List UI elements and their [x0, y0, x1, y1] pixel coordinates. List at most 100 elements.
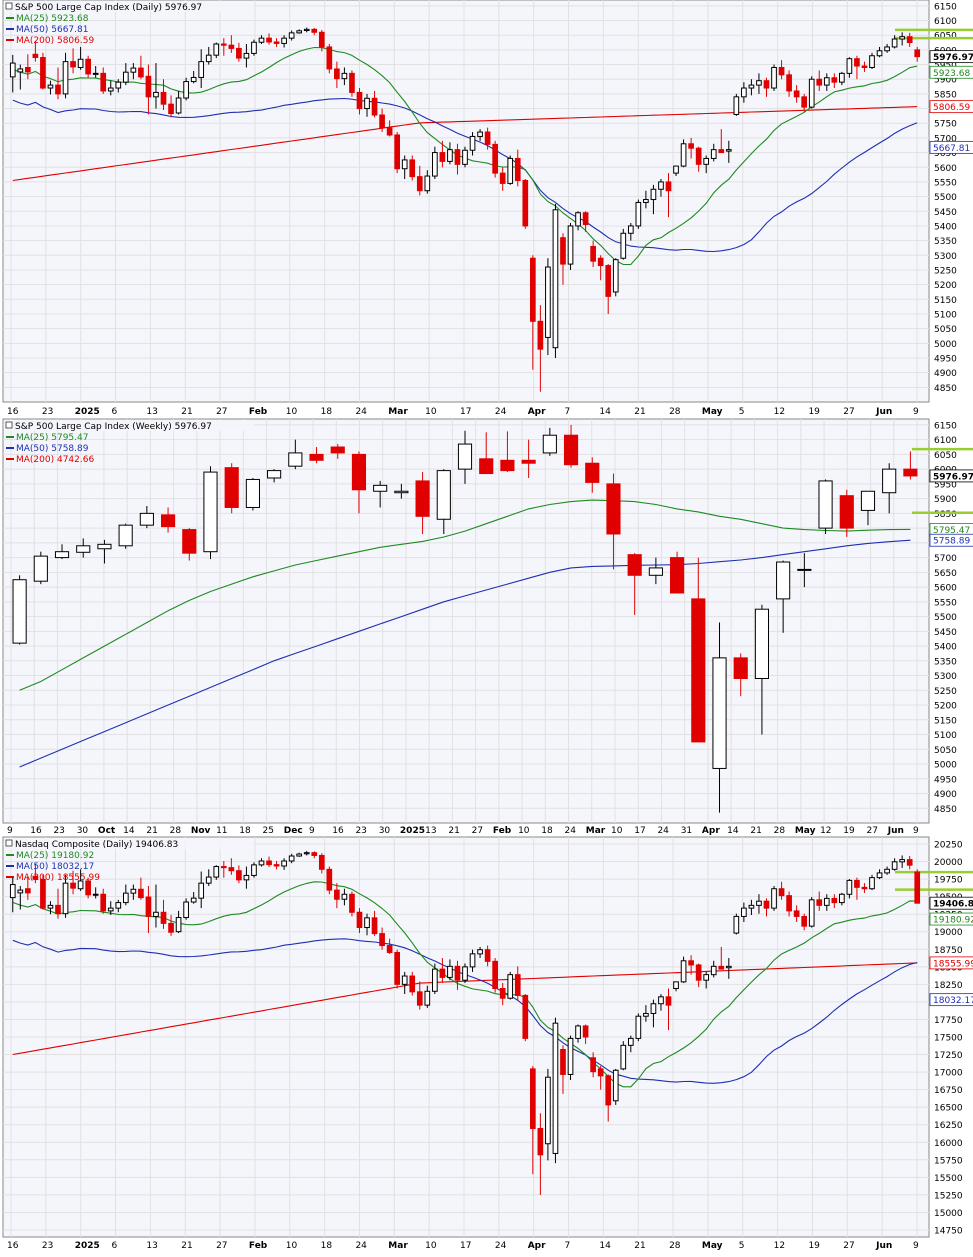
candle-body: [47, 904, 54, 909]
legend-entry: MA(200) 18555.99: [16, 873, 100, 883]
x-tick-label: May: [702, 407, 723, 417]
candle-body: [198, 882, 205, 899]
candle-body: [733, 915, 740, 934]
x-tick-label: 10: [425, 1241, 437, 1251]
legend-entry: MA(50) 5758.89: [16, 444, 89, 454]
x-tick-label: 27: [843, 1241, 854, 1251]
candle-body: [457, 443, 473, 470]
candle-body: [710, 965, 717, 976]
candle-body: [861, 65, 868, 68]
y-tick-label: 18250: [934, 981, 963, 991]
candle-body: [585, 462, 600, 483]
candle-body: [620, 1044, 627, 1070]
candle-body: [914, 871, 921, 904]
value-tag-label: 18555.99: [933, 959, 973, 969]
candle-body: [831, 897, 838, 904]
candle-body: [54, 551, 70, 559]
x-tick-label: 25: [263, 826, 274, 836]
candle-body: [273, 864, 280, 867]
x-tick-label: 28: [669, 1241, 681, 1251]
x-tick-label: 18: [541, 826, 553, 836]
x-tick-label: 12: [820, 826, 831, 836]
y-tick-label: 5850: [934, 90, 957, 100]
y-tick-label: 16000: [934, 1139, 963, 1149]
candle-body: [590, 245, 596, 262]
candle-body: [288, 452, 303, 467]
x-tick-label: 23: [53, 826, 64, 836]
candle-body: [138, 67, 144, 78]
candle-body: [839, 495, 854, 529]
candle-body: [107, 87, 114, 92]
x-tick-label: 31: [681, 826, 692, 836]
x-tick-label: 6: [112, 1241, 118, 1251]
y-tick-label: 5600: [934, 164, 957, 174]
candle-body: [695, 964, 702, 981]
candle-body: [245, 478, 260, 508]
y-tick-label: 19750: [934, 876, 963, 886]
candle-body: [394, 490, 409, 494]
candle-body: [168, 922, 174, 933]
x-tick-label: 16: [332, 826, 344, 836]
x-tick-label: Mar: [586, 826, 606, 836]
y-tick-label: 19000: [934, 928, 963, 938]
candle-body: [771, 888, 777, 909]
candle-body: [311, 28, 318, 33]
x-tick-label: 9: [913, 1241, 919, 1251]
value-tag-label: 19180.92: [933, 916, 973, 926]
candle-body: [220, 866, 227, 869]
candle-body: [288, 855, 295, 862]
x-tick-label: Jun: [875, 1241, 892, 1251]
candle-body: [416, 991, 423, 1006]
x-tick-label: 13: [146, 1241, 157, 1251]
candle-body: [432, 968, 438, 992]
candle-body: [891, 38, 898, 48]
candle-body: [521, 459, 536, 464]
candle-body: [92, 72, 99, 75]
candle-body: [831, 77, 838, 83]
y-tick-label: 5600: [934, 584, 957, 594]
candle-body: [462, 966, 468, 981]
candle-body: [754, 608, 770, 680]
y-tick-label: 5400: [934, 643, 957, 653]
candle-body: [55, 84, 61, 95]
candle-body: [439, 152, 446, 162]
candle-body: [100, 72, 107, 92]
candle-body: [447, 965, 453, 978]
x-tick-label: 2025: [75, 1241, 100, 1251]
x-tick-label: 30: [379, 826, 391, 836]
candle-body: [665, 181, 672, 192]
x-tick-label: 27: [843, 407, 854, 417]
candle-body: [612, 259, 619, 293]
candle-body: [130, 888, 137, 894]
candle-body: [85, 58, 91, 75]
y-tick-label: 4900: [934, 369, 957, 379]
candle-body: [673, 981, 679, 990]
candle-body: [658, 181, 664, 190]
plot-area: [2, 418, 930, 824]
x-tick-label: Mar: [388, 407, 408, 417]
candle-body: [846, 58, 853, 74]
candle-body: [97, 543, 112, 550]
candle-body: [703, 157, 710, 165]
candle-body: [251, 864, 257, 876]
x-tick-label: Apr: [528, 1241, 546, 1251]
x-tick-label: 28: [774, 826, 786, 836]
candle-body: [597, 257, 604, 267]
candle-body: [258, 860, 265, 866]
candle-body: [756, 900, 762, 906]
candle-body: [606, 483, 621, 535]
candle-body: [650, 188, 657, 201]
y-tick-label: 4850: [934, 805, 957, 815]
candle-body: [424, 990, 431, 1006]
candle-body: [303, 852, 310, 855]
candle-body: [823, 897, 830, 906]
candle-body: [808, 78, 815, 108]
candle-body: [251, 41, 257, 54]
candle-body: [424, 175, 431, 192]
x-tick-label: 10: [286, 1241, 298, 1251]
candle-body: [394, 134, 401, 170]
legend-entry: MA(50) 5667.81: [16, 25, 88, 35]
x-tick-label: 21: [634, 407, 645, 417]
y-tick-label: 5100: [934, 310, 957, 320]
candle-body: [899, 859, 905, 863]
